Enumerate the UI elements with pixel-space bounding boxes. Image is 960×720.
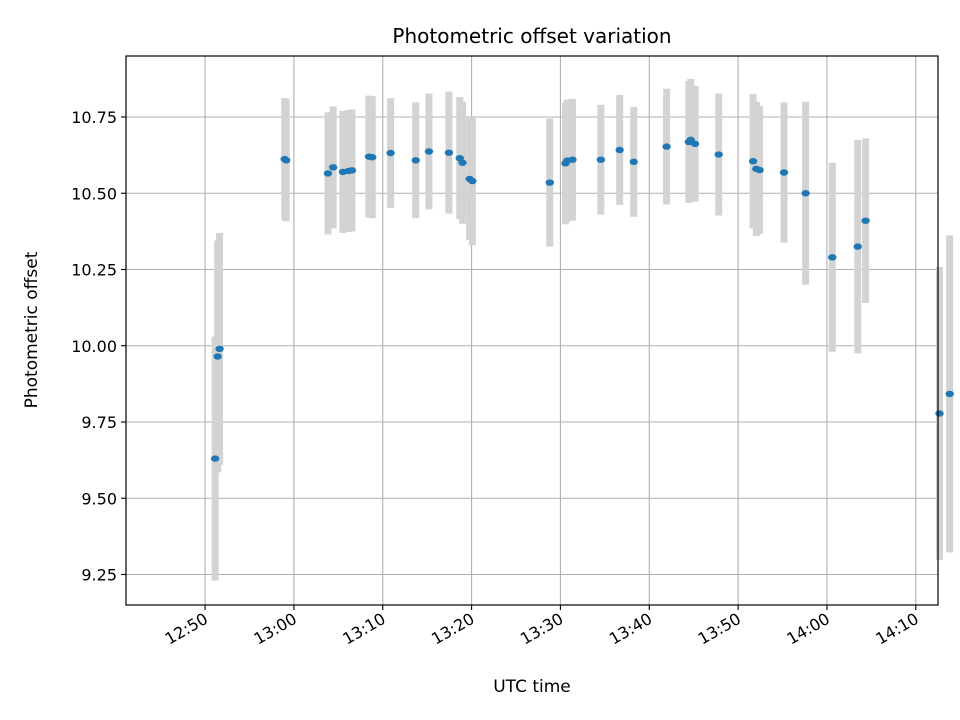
data-point xyxy=(662,143,671,150)
y-tick-label: 9.50 xyxy=(81,489,117,508)
y-tick-label: 10.25 xyxy=(71,261,117,280)
data-point xyxy=(282,157,291,164)
y-tick-label: 9.25 xyxy=(81,566,117,585)
data-point xyxy=(210,455,220,462)
data-point xyxy=(347,167,357,174)
data-point xyxy=(444,149,454,156)
data-point xyxy=(323,170,333,177)
data-point xyxy=(779,169,789,176)
y-axis-label: Photometric offset xyxy=(22,251,42,408)
data-point xyxy=(411,157,420,164)
data-points xyxy=(210,136,954,462)
y-tick-label: 10.75 xyxy=(71,108,117,127)
data-point xyxy=(568,156,577,163)
data-point xyxy=(828,254,837,261)
data-point xyxy=(458,159,467,166)
data-point xyxy=(945,390,954,398)
data-point xyxy=(596,156,606,163)
data-point xyxy=(215,345,224,352)
data-point xyxy=(755,166,764,174)
plot-frame xyxy=(125,55,939,606)
y-tick-label: 10.50 xyxy=(71,184,117,203)
data-point xyxy=(368,154,377,161)
data-point xyxy=(853,243,862,250)
data-point xyxy=(935,410,944,417)
y-tick-label: 9.75 xyxy=(81,413,117,432)
data-point xyxy=(468,177,477,185)
data-point xyxy=(748,158,758,165)
x-axis-label: UTC time xyxy=(493,677,571,697)
data-point xyxy=(801,190,810,197)
data-point xyxy=(714,151,723,158)
data-point xyxy=(615,146,624,154)
y-axis-ticks: 9.25 9.50 9.75 10.00 10.25 10.50 10.75 xyxy=(71,108,126,585)
data-point xyxy=(386,149,395,157)
data-point xyxy=(424,148,434,155)
data-point xyxy=(545,179,554,186)
data-point xyxy=(213,353,222,360)
y-tick-label: 10.00 xyxy=(71,337,117,356)
data-point xyxy=(629,158,638,166)
data-point xyxy=(861,217,870,224)
chart-title: Photometric offset variation xyxy=(392,24,671,48)
data-point xyxy=(690,140,700,148)
data-point xyxy=(328,164,338,171)
